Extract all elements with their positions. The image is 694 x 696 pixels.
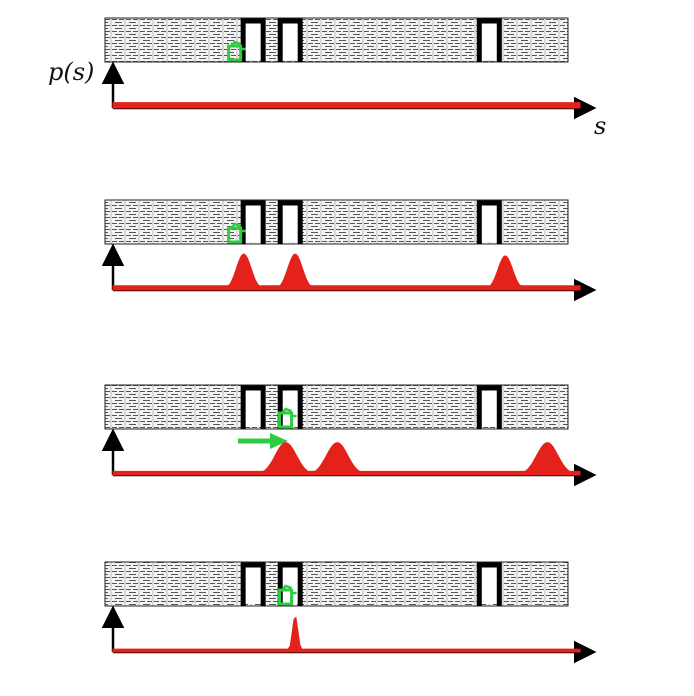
door-frame-2 (277, 18, 303, 62)
panel-after-motion (101, 384, 597, 487)
robot-icon (227, 222, 246, 244)
door-frame-1 (240, 385, 266, 429)
door-3 (479, 202, 500, 242)
door-2 (280, 20, 301, 60)
door-frame-2 (277, 562, 303, 606)
door-1 (243, 387, 264, 427)
belief-distribution (112, 102, 581, 109)
door-frame-1 (240, 18, 266, 62)
panel-initial-uniform: p(s) s (48, 17, 606, 140)
belief-distribution (112, 616, 581, 653)
x-axis-label: s (594, 112, 606, 140)
belief-distribution (112, 442, 581, 476)
door-frame-2 (277, 200, 303, 244)
door-frame-3 (476, 200, 502, 244)
door-1 (243, 202, 264, 242)
door-3 (479, 564, 500, 604)
panel-after-sensing (101, 199, 597, 302)
panel-after-resensing (101, 561, 597, 664)
door-frame-3 (476, 562, 502, 606)
motion-arrow-icon (238, 433, 288, 449)
door-1 (243, 20, 264, 60)
door-frame-1 (240, 562, 266, 606)
robot-icon (278, 584, 297, 606)
door-frame-1 (240, 200, 266, 244)
door-frame-2 (277, 385, 303, 429)
door-3 (479, 20, 500, 60)
door-frame-3 (476, 18, 502, 62)
robot-icon (278, 407, 297, 429)
y-axis-label: p(s) (48, 58, 94, 86)
door-1 (243, 564, 264, 604)
door-2 (280, 202, 301, 242)
belief-distribution (112, 253, 581, 291)
door-frame-3 (476, 385, 502, 429)
robot-icon (227, 40, 246, 62)
door-3 (479, 387, 500, 427)
